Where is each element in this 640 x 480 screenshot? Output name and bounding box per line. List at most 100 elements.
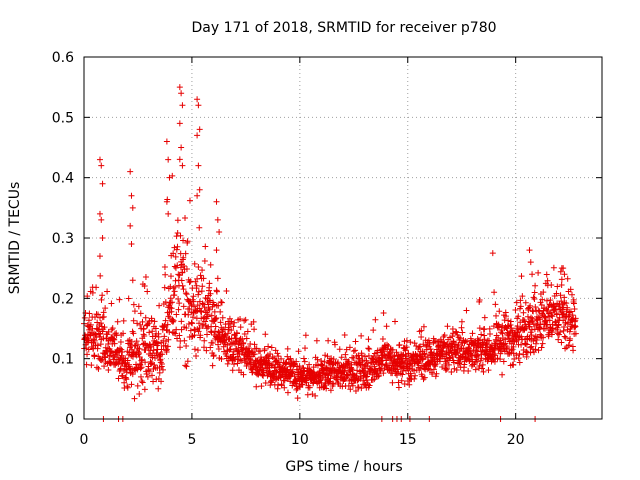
data-point xyxy=(102,305,109,312)
data-point xyxy=(445,361,452,368)
data-point xyxy=(393,349,400,356)
data-point xyxy=(264,372,271,379)
data-point xyxy=(171,330,178,337)
data-point xyxy=(146,329,153,336)
x-axis-label: GPS time / hours xyxy=(285,459,402,475)
data-point xyxy=(185,311,192,318)
data-point xyxy=(226,346,233,353)
data-point xyxy=(142,314,149,321)
y-tick-label: 0.4 xyxy=(52,171,74,187)
data-point xyxy=(354,367,361,374)
data-point xyxy=(341,332,348,339)
data-point xyxy=(172,253,179,260)
data-point xyxy=(224,330,231,337)
data-point xyxy=(548,281,555,288)
data-point xyxy=(567,335,574,342)
data-point xyxy=(458,324,465,331)
data-point xyxy=(395,369,402,376)
data-point xyxy=(223,287,230,294)
data-point xyxy=(208,329,215,336)
data-point xyxy=(529,271,536,278)
data-point xyxy=(180,237,187,244)
data-point xyxy=(554,324,561,331)
data-point xyxy=(481,325,488,332)
data-point xyxy=(544,321,551,328)
data-point xyxy=(98,320,105,327)
data-point xyxy=(385,342,392,349)
data-point xyxy=(271,372,278,379)
data-point xyxy=(197,332,204,339)
data-point xyxy=(375,372,382,379)
data-point xyxy=(173,246,180,253)
data-point xyxy=(550,264,557,271)
data-point xyxy=(530,308,537,315)
data-point xyxy=(164,343,171,350)
data-point xyxy=(195,288,202,295)
data-point xyxy=(444,323,451,330)
data-point xyxy=(444,365,451,372)
data-point xyxy=(542,325,549,332)
data-point xyxy=(201,337,208,344)
data-point xyxy=(338,354,345,361)
data-point xyxy=(528,326,535,333)
data-point xyxy=(293,358,300,365)
tick-labels: 0 0.1 0.2 0.3 0.4 0.5 0.6 0 5 10 15 20 xyxy=(52,50,525,448)
data-point xyxy=(379,335,386,342)
data-point xyxy=(442,367,449,374)
data-point xyxy=(217,319,224,326)
data-point xyxy=(421,374,428,381)
data-point xyxy=(89,289,96,296)
data-point xyxy=(200,275,207,282)
data-point xyxy=(527,314,534,321)
data-point xyxy=(358,352,365,359)
data-point xyxy=(117,345,124,352)
data-point xyxy=(182,290,189,297)
data-point xyxy=(138,378,145,385)
data-point xyxy=(184,358,191,365)
data-point xyxy=(476,325,483,332)
data-point xyxy=(148,360,155,367)
data-point xyxy=(510,361,517,368)
data-point xyxy=(148,317,155,324)
data-point xyxy=(98,162,105,169)
data-point xyxy=(513,299,520,306)
data-point xyxy=(522,321,529,328)
data-point xyxy=(96,330,103,337)
data-point xyxy=(324,371,331,378)
data-point xyxy=(432,373,439,380)
data-point xyxy=(349,382,356,389)
data-point xyxy=(235,348,242,355)
data-point xyxy=(186,305,193,312)
data-point xyxy=(481,314,488,321)
data-point xyxy=(230,323,237,330)
data-point xyxy=(174,230,181,237)
data-point xyxy=(95,311,102,318)
data-point xyxy=(176,120,183,127)
data-point xyxy=(228,341,235,348)
data-point xyxy=(536,326,543,333)
data-point xyxy=(453,329,460,336)
data-point xyxy=(558,339,565,346)
data-point xyxy=(355,384,362,391)
data-point xyxy=(86,310,93,317)
y-axis-label: SRMTID / TECUs xyxy=(7,182,23,295)
data-point xyxy=(179,282,186,289)
data-point xyxy=(187,327,194,334)
data-point xyxy=(570,300,577,307)
data-point xyxy=(117,365,124,372)
data-point xyxy=(510,343,517,350)
data-point xyxy=(344,372,351,379)
data-point xyxy=(176,332,183,339)
data-point xyxy=(505,317,512,324)
data-point xyxy=(111,340,118,347)
data-point xyxy=(193,282,200,289)
data-point xyxy=(517,303,524,310)
data-point xyxy=(543,297,550,304)
data-point xyxy=(166,174,173,181)
data-point xyxy=(476,297,483,304)
data-point xyxy=(380,309,387,316)
data-point xyxy=(96,314,103,321)
data-point xyxy=(189,320,196,327)
data-point xyxy=(520,317,527,324)
data-point xyxy=(406,381,413,388)
